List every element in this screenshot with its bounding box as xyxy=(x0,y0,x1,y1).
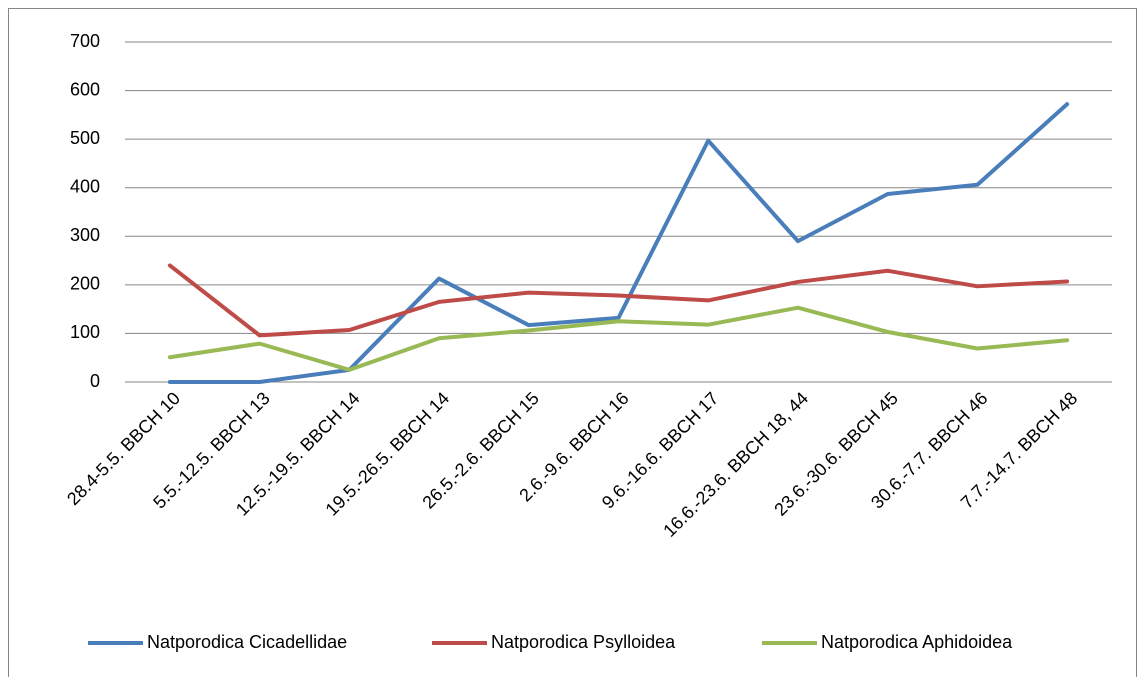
chart-frame xyxy=(8,8,1137,677)
y-tick-label: 0 xyxy=(90,371,100,391)
y-tick-label: 300 xyxy=(70,225,100,245)
y-tick-label: 200 xyxy=(70,274,100,294)
legend-label: Natporodica Aphidoidea xyxy=(821,632,1013,652)
y-tick-label: 600 xyxy=(70,79,100,99)
y-tick-label: 100 xyxy=(70,322,100,342)
y-tick-label: 500 xyxy=(70,128,100,148)
y-tick-label: 400 xyxy=(70,176,100,196)
series-line xyxy=(167,263,1070,338)
legend-label: Natporodica Cicadellidae xyxy=(147,632,347,652)
x-tick-label: 16.6.-23.6. BBCH 18, 44 xyxy=(659,388,812,541)
legend-label: Natporodica Psylloidea xyxy=(491,632,676,652)
y-tick-label: 700 xyxy=(70,31,100,51)
series-line xyxy=(167,102,1070,384)
series-line xyxy=(167,305,1070,372)
